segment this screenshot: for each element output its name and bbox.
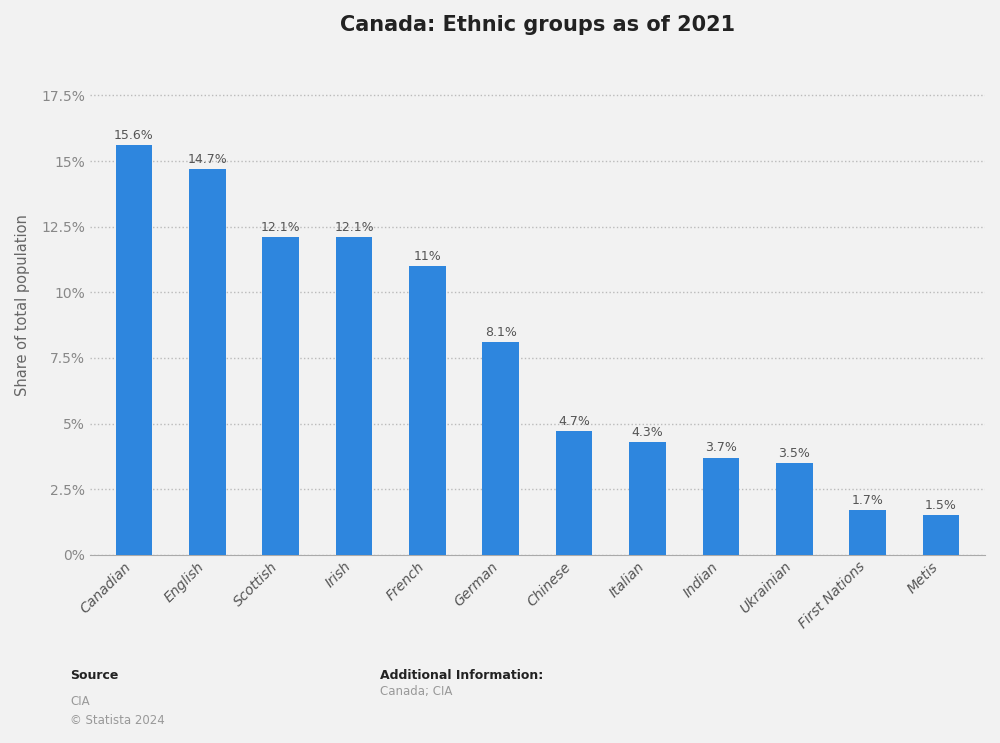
Text: CIA
© Statista 2024: CIA © Statista 2024 — [70, 695, 165, 727]
Text: 11%: 11% — [413, 250, 441, 263]
Text: Canada; CIA: Canada; CIA — [380, 685, 452, 698]
Bar — [336, 237, 372, 555]
Bar — [923, 516, 959, 555]
Text: 1.5%: 1.5% — [925, 499, 957, 512]
Text: Additional Information:: Additional Information: — [380, 669, 543, 681]
Bar — [849, 510, 886, 555]
Text: 3.7%: 3.7% — [705, 441, 737, 455]
Bar — [629, 442, 666, 555]
Bar — [703, 458, 739, 555]
Text: 14.7%: 14.7% — [187, 153, 227, 166]
Text: 1.7%: 1.7% — [852, 494, 884, 507]
Text: 15.6%: 15.6% — [114, 129, 154, 142]
Text: 12.1%: 12.1% — [334, 221, 374, 234]
Bar — [189, 169, 226, 555]
Text: Source: Source — [70, 669, 118, 681]
Bar — [776, 463, 813, 555]
Text: 12.1%: 12.1% — [261, 221, 300, 234]
Bar — [409, 266, 446, 555]
Bar — [262, 237, 299, 555]
Bar — [116, 145, 152, 555]
Title: Canada: Ethnic groups as of 2021: Canada: Ethnic groups as of 2021 — [340, 15, 735, 35]
Text: 3.5%: 3.5% — [778, 447, 810, 460]
Text: 4.3%: 4.3% — [632, 426, 663, 439]
Bar — [482, 342, 519, 555]
Y-axis label: Share of total population: Share of total population — [15, 215, 30, 396]
Bar — [556, 432, 592, 555]
Text: 8.1%: 8.1% — [485, 326, 517, 339]
Text: 4.7%: 4.7% — [558, 415, 590, 428]
